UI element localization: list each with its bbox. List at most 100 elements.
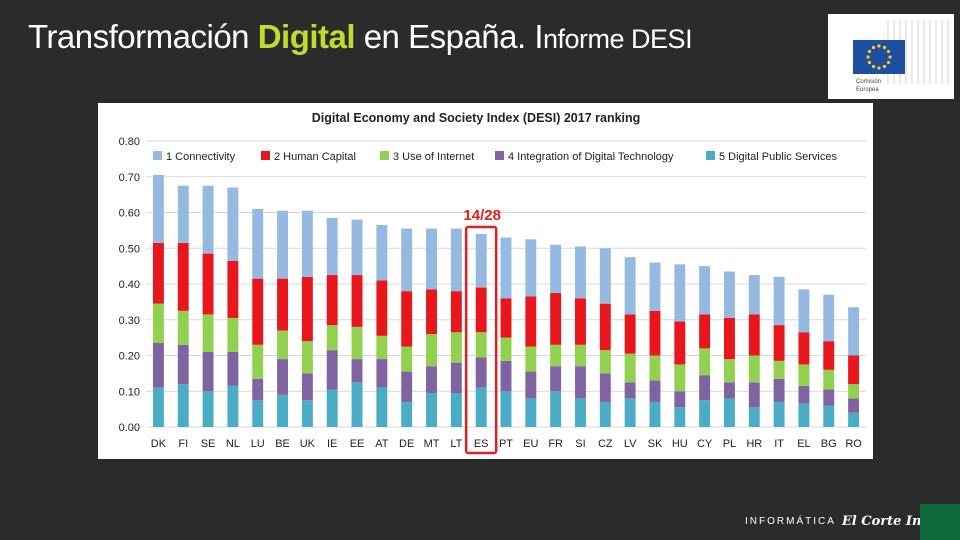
bar-cy-series-1 <box>699 266 711 315</box>
eu-star-icon <box>871 64 876 69</box>
bar-eu-series-2 <box>525 296 537 347</box>
x-tick-label: ES <box>474 438 489 450</box>
bar-de-series-1 <box>401 228 413 292</box>
y-tick-label: 0.00 <box>119 422 140 434</box>
bar-sk-series-3 <box>649 355 661 381</box>
bar-lu-series-4 <box>252 378 264 401</box>
bar-cz-series-5 <box>599 401 611 427</box>
bar-dk-series-3 <box>152 303 164 343</box>
bar-lv-series-4 <box>624 382 636 399</box>
bar-se-series-1 <box>202 185 214 254</box>
bar-pt-series-1 <box>500 237 512 299</box>
bar-lt-series-5 <box>450 393 462 427</box>
slide-title: Transformación Digital en España. Inform… <box>28 18 693 56</box>
bar-uk-series-3 <box>301 341 313 374</box>
bar-fr-series-1 <box>550 244 562 293</box>
x-tick-label: LT <box>450 438 462 450</box>
bar-mt-series-5 <box>426 393 437 427</box>
bar-cy-series-5 <box>699 400 711 427</box>
bar-ee-series-2 <box>351 275 363 327</box>
bar-eu-series-4 <box>525 371 537 399</box>
highlight-box <box>464 225 498 455</box>
legend-swatch <box>495 151 504 160</box>
bar-se-series-5 <box>202 391 214 427</box>
y-tick-label: 0.10 <box>119 386 140 398</box>
bar-bg-series-2 <box>823 341 835 370</box>
bar-mt-series-3 <box>426 334 437 367</box>
eu-star-icon <box>886 49 891 54</box>
bar-de-series-2 <box>401 291 413 347</box>
highlight-es: 14/28 <box>463 207 501 455</box>
european-commission-logo: Comisión Europea <box>828 14 954 99</box>
eu-star-icon <box>886 60 891 65</box>
bar-ro-series-1 <box>848 307 860 356</box>
bar-bg-series-1 <box>823 294 835 342</box>
bar-sk-series-1 <box>649 262 661 311</box>
bar-cz-series-3 <box>599 350 611 374</box>
eu-star-icon <box>888 55 892 59</box>
bar-pl-series-1 <box>723 271 735 318</box>
bar-fi-series-5 <box>177 384 189 427</box>
bar-be-series-3 <box>277 330 289 360</box>
x-tick-label: LU <box>251 438 265 450</box>
bar-be-series-1 <box>277 210 289 279</box>
bar-el-series-2 <box>798 332 810 365</box>
bar-lt-series-3 <box>450 332 462 363</box>
bar-lv-series-2 <box>624 314 636 354</box>
x-tick-label: FR <box>548 438 563 450</box>
bar-at-series-4 <box>376 359 388 388</box>
legend-label: 5 Digital Public Services <box>719 151 837 163</box>
logo-line2: Europea <box>856 87 879 93</box>
legend-swatch <box>153 151 162 160</box>
bar-pt-series-5 <box>500 391 512 427</box>
y-tick-label: 0.80 <box>119 136 140 148</box>
bar-it-series-5 <box>773 401 785 427</box>
bars <box>152 174 860 427</box>
legend-label: 2 Human Capital <box>274 151 356 163</box>
bar-at-series-5 <box>376 387 388 427</box>
bar-hu-series-1 <box>674 264 686 322</box>
bar-se-series-4 <box>202 351 214 392</box>
bar-el-series-4 <box>798 385 810 404</box>
bar-lv-series-1 <box>624 257 636 315</box>
bar-hr-series-4 <box>748 382 760 408</box>
bar-it-series-2 <box>773 325 785 361</box>
bar-es-series-5 <box>475 387 487 427</box>
bar-si-series-4 <box>575 366 586 399</box>
bar-ro-series-4 <box>848 398 860 413</box>
bar-fi-series-4 <box>177 344 189 385</box>
bar-pl-series-3 <box>723 359 735 383</box>
bar-lu-series-2 <box>252 278 264 345</box>
eu-star-icon <box>866 55 870 59</box>
title-highlight: Digital <box>257 18 356 55</box>
bar-eu-series-3 <box>525 346 537 372</box>
x-tick-label: DK <box>151 438 167 450</box>
bar-ie-series-4 <box>326 350 338 390</box>
bar-ro-series-2 <box>848 355 860 385</box>
x-tick-label: RO <box>845 438 862 450</box>
bar-hr-series-2 <box>748 314 760 356</box>
bar-hr-series-1 <box>748 275 760 315</box>
bar-de-series-3 <box>401 346 413 372</box>
x-tick-label: LV <box>624 438 637 450</box>
bar-bg-series-3 <box>823 369 835 390</box>
eu-star-icon <box>877 66 881 70</box>
bar-hu-series-5 <box>674 407 686 427</box>
bar-dk-series-5 <box>152 387 164 427</box>
bar-fr-series-2 <box>550 292 562 345</box>
bar-uk-series-1 <box>301 210 313 277</box>
y-tick-label: 0.30 <box>119 315 140 327</box>
bar-hu-series-4 <box>674 391 686 408</box>
footer-brand-text: INFORMÁTICA <box>745 515 836 527</box>
highlight-label: 14/28 <box>463 207 501 224</box>
bar-uk-series-4 <box>301 373 313 401</box>
bar-lu-series-3 <box>252 344 264 379</box>
y-tick-label: 0.20 <box>119 351 140 363</box>
bar-el-series-1 <box>798 289 810 333</box>
bar-el-series-5 <box>798 403 810 427</box>
bar-pl-series-5 <box>723 398 735 427</box>
bar-ro-series-3 <box>848 384 860 399</box>
bar-at-series-3 <box>376 335 388 360</box>
x-tick-label: MT <box>424 438 440 450</box>
bar-dk-series-2 <box>152 242 164 304</box>
